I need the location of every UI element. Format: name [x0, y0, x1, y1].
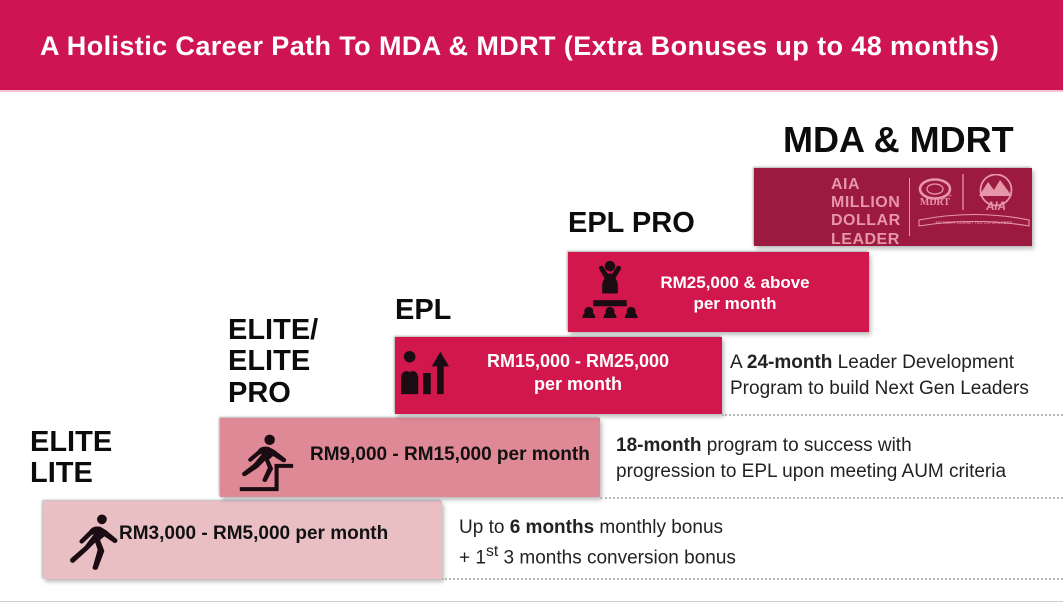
svg-text:™: ™ [947, 194, 952, 200]
svg-text:MY MOST COMMITTED CO-WALKERS: MY MOST COMMITTED CO-WALKERS [935, 220, 1012, 225]
svg-text:MDRT: MDRT [920, 197, 951, 208]
svg-text:AIA: AIA [985, 201, 1006, 213]
